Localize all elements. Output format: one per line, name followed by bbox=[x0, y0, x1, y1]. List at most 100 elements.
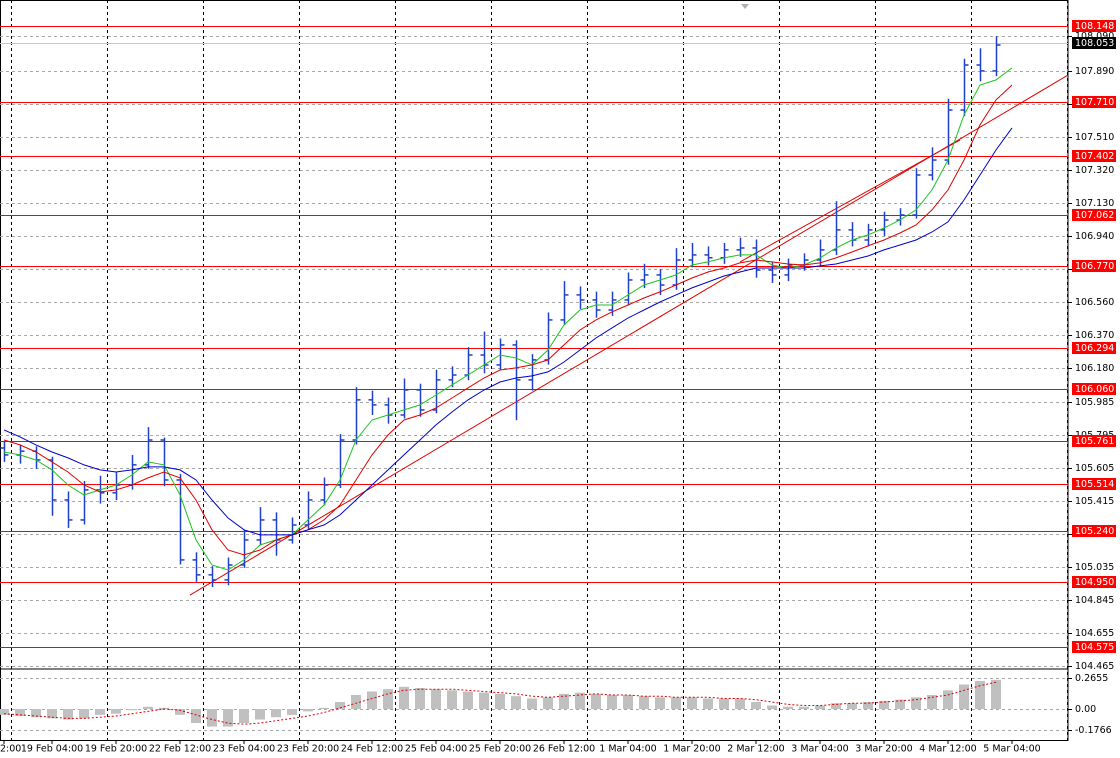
histogram-bar bbox=[671, 697, 681, 710]
x-tick-label: 19 Feb 04:00 bbox=[21, 744, 83, 755]
histogram-bar bbox=[959, 684, 969, 710]
y-tick-label: 105.035 bbox=[1075, 562, 1114, 573]
histogram-bar bbox=[511, 696, 521, 710]
histogram-bar bbox=[607, 695, 617, 710]
y-tick-label: 107.320 bbox=[1075, 165, 1114, 176]
histogram-bar bbox=[271, 709, 281, 718]
moving-average bbox=[3, 127, 1013, 536]
moving-average bbox=[3, 84, 1013, 556]
x-tick-label: 1 Mar 04:00 bbox=[599, 744, 656, 755]
histogram-bar bbox=[911, 697, 921, 710]
level-label-box bbox=[1072, 478, 1116, 490]
histogram-bar bbox=[543, 697, 553, 710]
histogram-bar bbox=[687, 697, 697, 710]
level-label-box bbox=[1072, 96, 1116, 108]
x-tick-label: 5 Mar 04:00 bbox=[983, 744, 1040, 755]
histogram-bar bbox=[655, 697, 665, 710]
histogram-bar bbox=[527, 698, 537, 710]
histogram-bar bbox=[975, 680, 985, 710]
level-label-box bbox=[1072, 641, 1116, 653]
histogram-bar bbox=[335, 702, 345, 710]
histogram-bar bbox=[863, 702, 873, 710]
histogram-bar bbox=[191, 709, 201, 724]
histogram-bar bbox=[991, 679, 1001, 710]
histogram-bar bbox=[559, 693, 569, 710]
axis: 108.090107.890107.700107.510107.320107.1… bbox=[0, 20, 1116, 755]
histogram-bar bbox=[207, 709, 217, 727]
shift-marker bbox=[741, 4, 749, 9]
histogram-bar bbox=[79, 709, 89, 719]
x-tick-label: 3 Mar 20:00 bbox=[855, 744, 912, 755]
x-tick-label: 25 Feb 04:00 bbox=[405, 744, 467, 755]
y-tick-label: 107.510 bbox=[1075, 132, 1114, 143]
histogram-bar bbox=[127, 709, 137, 711]
histogram-bar bbox=[751, 702, 761, 710]
histogram-bar bbox=[383, 689, 393, 710]
histogram-bar bbox=[255, 709, 265, 720]
histogram-bar bbox=[303, 709, 313, 712]
histogram-bar bbox=[143, 706, 153, 710]
histogram-bar bbox=[783, 706, 793, 710]
x-tick-label: 23 Feb 20:00 bbox=[277, 744, 339, 755]
histogram-bar bbox=[15, 709, 25, 717]
level-label-box bbox=[1072, 260, 1116, 272]
histogram-bar bbox=[879, 700, 889, 710]
level-label-box bbox=[1072, 576, 1116, 588]
x-tick-label: 19 Feb 20:00 bbox=[85, 744, 147, 755]
histogram-bar bbox=[847, 703, 857, 710]
x-tick-label: 2:00 bbox=[0, 744, 21, 755]
plot bbox=[0, 26, 1069, 727]
histogram-bar bbox=[767, 705, 777, 710]
level-label: 106.294 bbox=[1075, 343, 1114, 354]
x-tick-label: 25 Feb 20:00 bbox=[469, 744, 531, 755]
histogram-bar bbox=[95, 709, 105, 715]
histogram-bar bbox=[927, 695, 937, 710]
level-label: 107.710 bbox=[1075, 97, 1114, 108]
indicator-tick-label: -0.1766 bbox=[1075, 725, 1112, 736]
histogram-bar bbox=[63, 709, 73, 720]
histogram-bar bbox=[0, 709, 9, 715]
histogram-bar bbox=[367, 691, 377, 710]
y-tick-label: 106.940 bbox=[1075, 231, 1114, 242]
current-price-label: 108.053 bbox=[1075, 38, 1114, 49]
histogram-bar bbox=[319, 707, 329, 710]
histogram-bar bbox=[591, 693, 601, 710]
histogram-bar bbox=[31, 709, 41, 718]
level-label-box bbox=[1072, 383, 1116, 395]
histogram-bar bbox=[351, 695, 361, 710]
y-tick-label: 105.985 bbox=[1075, 397, 1114, 408]
histogram-bar bbox=[815, 705, 825, 710]
x-tick-label: 22 Feb 12:00 bbox=[149, 744, 211, 755]
level-label: 104.950 bbox=[1075, 577, 1114, 588]
level-label-box bbox=[1072, 150, 1116, 162]
histogram-bar bbox=[399, 686, 409, 710]
y-tick-label: 105.415 bbox=[1075, 496, 1114, 507]
y-tick-label: 104.845 bbox=[1075, 595, 1114, 606]
plot-frame bbox=[0, 0, 1069, 741]
level-label: 106.060 bbox=[1075, 384, 1114, 395]
histogram-bar bbox=[415, 687, 425, 710]
histogram-bar bbox=[479, 692, 489, 710]
grid bbox=[0, 0, 1069, 741]
histogram-bar bbox=[175, 709, 185, 715]
indicator-tick-label: 0.2655 bbox=[1075, 673, 1108, 684]
current-price-box bbox=[1072, 37, 1116, 49]
x-tick-label: 3 Mar 04:00 bbox=[791, 744, 848, 755]
histogram-bar bbox=[719, 698, 729, 710]
histogram-bar bbox=[831, 703, 841, 710]
level-label: 105.761 bbox=[1075, 436, 1114, 447]
level-label-box bbox=[1072, 525, 1116, 537]
histogram-bar bbox=[703, 698, 713, 710]
x-tick-label: 26 Feb 12:00 bbox=[533, 744, 595, 755]
y-tick-label: 104.655 bbox=[1075, 628, 1114, 639]
x-tick-label: 24 Feb 12:00 bbox=[341, 744, 403, 755]
trend-line bbox=[739, 139, 961, 263]
level-label: 107.062 bbox=[1075, 210, 1114, 221]
histogram-bar bbox=[895, 699, 905, 710]
y-tick-label: 104.465 bbox=[1075, 661, 1114, 672]
histogram-bar bbox=[799, 706, 809, 710]
level-label: 105.240 bbox=[1075, 526, 1114, 537]
y-tick-label: 107.890 bbox=[1075, 66, 1114, 77]
